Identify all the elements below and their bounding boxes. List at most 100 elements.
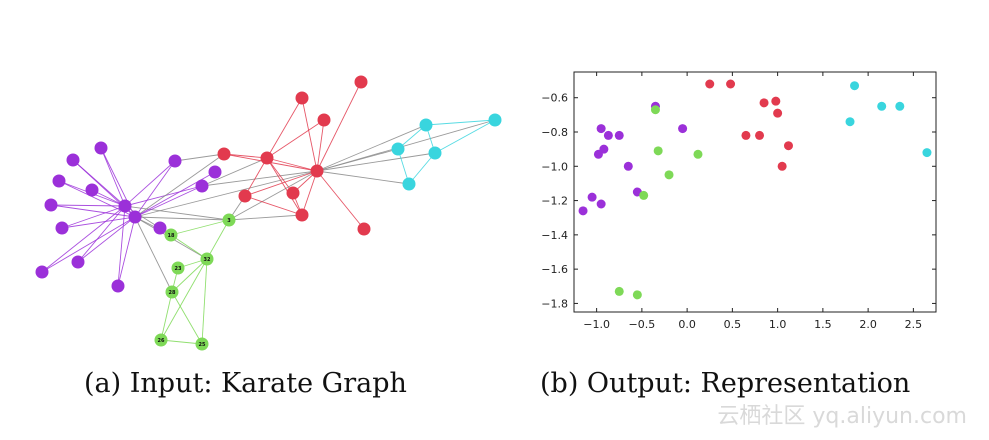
caption-output-representation: (b) Output: Representation — [540, 368, 911, 399]
graph-node-green: 18 — [164, 228, 178, 242]
scatter-point-cyan — [895, 101, 905, 111]
graph-edge — [228, 170, 318, 221]
karate-graph-panel: 18 3 32 23 28 26 25 — [35, 75, 502, 351]
scatter-point-red — [759, 98, 769, 108]
graph-edge — [134, 170, 318, 218]
graph-edge — [228, 214, 303, 221]
graph-edge — [201, 157, 268, 187]
scatter-point-green — [632, 290, 642, 300]
graph-node-marker — [222, 213, 236, 227]
graph-node-marker — [357, 222, 371, 236]
graph-node-marker — [66, 153, 80, 167]
scatter-point-green — [664, 170, 674, 180]
graph-edge — [434, 119, 496, 154]
scatter-point-red — [771, 96, 781, 106]
graph-node-green: 3 — [222, 213, 236, 227]
graph-node-cyan — [402, 177, 416, 191]
plot-points — [578, 79, 932, 300]
graph-edge — [170, 234, 208, 260]
scatter-point-purple — [614, 130, 624, 140]
graph-edge — [301, 97, 318, 172]
graph-edge — [77, 205, 126, 263]
y-tick-label: −0.6 — [541, 92, 568, 105]
graph-node-marker — [118, 199, 132, 213]
graph-edge — [134, 171, 216, 218]
scatter-point-cyan — [922, 148, 932, 158]
graph-node-marker — [286, 186, 300, 200]
graph-edge — [316, 152, 436, 172]
graph-node-marker — [171, 261, 185, 275]
graph-node-marker — [310, 164, 324, 178]
graph-node-purple — [168, 154, 182, 168]
graph-node-marker — [52, 174, 66, 188]
scatter-point-cyan — [877, 101, 887, 111]
plot-frame — [573, 71, 937, 313]
graph-edge — [61, 216, 136, 229]
graph-edge — [61, 205, 126, 229]
graph-node-purple — [208, 165, 222, 179]
graph-edge — [266, 97, 303, 159]
graph-node-label: 32 — [204, 257, 211, 263]
y-tick-label: −1.2 — [541, 195, 568, 208]
scatter-point-purple — [596, 124, 606, 134]
graph-node-marker — [200, 252, 214, 266]
graph-edge — [316, 170, 410, 185]
graph-edge — [266, 157, 318, 172]
graph-node-marker — [35, 265, 49, 279]
graph-edge — [206, 219, 230, 260]
graph-node-red — [357, 222, 371, 236]
scatter-point-green — [614, 286, 624, 296]
y-tick-label: −1.6 — [541, 263, 568, 276]
graph-edge — [316, 170, 365, 230]
graph-node-marker — [195, 179, 209, 193]
graph-edge — [77, 216, 136, 263]
graph-node-red — [317, 113, 331, 127]
y-tick-label: −0.8 — [541, 126, 568, 139]
scatter-point-purple — [587, 192, 597, 202]
graph-node-purple — [118, 199, 132, 213]
graph-node-red — [217, 147, 231, 161]
graph-node-purple — [71, 255, 85, 269]
graph-edge — [301, 170, 318, 216]
scatter-point-red — [755, 130, 765, 140]
graph-node-green: 25 — [195, 337, 209, 351]
graph-edge — [170, 219, 230, 236]
graph-node-marker — [71, 255, 85, 269]
graph-node-marker — [402, 177, 416, 191]
scatter-point-red — [773, 108, 783, 118]
graph-edge — [134, 185, 203, 218]
graph-edge — [266, 157, 303, 216]
graph-node-marker — [85, 183, 99, 197]
graph-edge — [244, 157, 268, 197]
scatter-point-red — [705, 79, 715, 89]
watermark: 云栖社区 yq.aliyun.com — [717, 404, 967, 429]
graph-node-purple — [66, 153, 80, 167]
graph-edge — [160, 291, 173, 341]
graph-node-label: 3 — [227, 218, 231, 224]
scatter-point-red — [783, 141, 793, 151]
scatter-point-purple — [623, 161, 633, 171]
graph-node-marker — [154, 333, 168, 347]
graph-edge — [160, 258, 208, 341]
x-tick-label: 0.0 — [678, 318, 696, 331]
graph-node-red — [260, 151, 274, 165]
graph-edge — [41, 216, 136, 273]
graph-node-marker — [195, 337, 209, 351]
graph-edge — [266, 157, 294, 194]
graph-nodes: 18 3 32 23 28 26 25 — [35, 75, 502, 351]
graph-node-marker — [260, 151, 274, 165]
graph-node-red — [295, 208, 309, 222]
graph-node-marker — [354, 75, 368, 89]
graph-node-marker — [428, 146, 442, 160]
graph-edge — [201, 170, 318, 187]
graph-edge — [244, 195, 303, 216]
graph-node-marker — [168, 154, 182, 168]
scatter-point-red — [726, 79, 736, 89]
graph-node-marker — [111, 279, 125, 293]
graph-node-purple — [35, 265, 49, 279]
graph-node-marker — [391, 142, 405, 156]
scatter-point-purple — [578, 206, 588, 216]
graph-node-marker — [419, 118, 433, 132]
graph-edge — [50, 204, 136, 218]
graph-node-marker — [295, 208, 309, 222]
